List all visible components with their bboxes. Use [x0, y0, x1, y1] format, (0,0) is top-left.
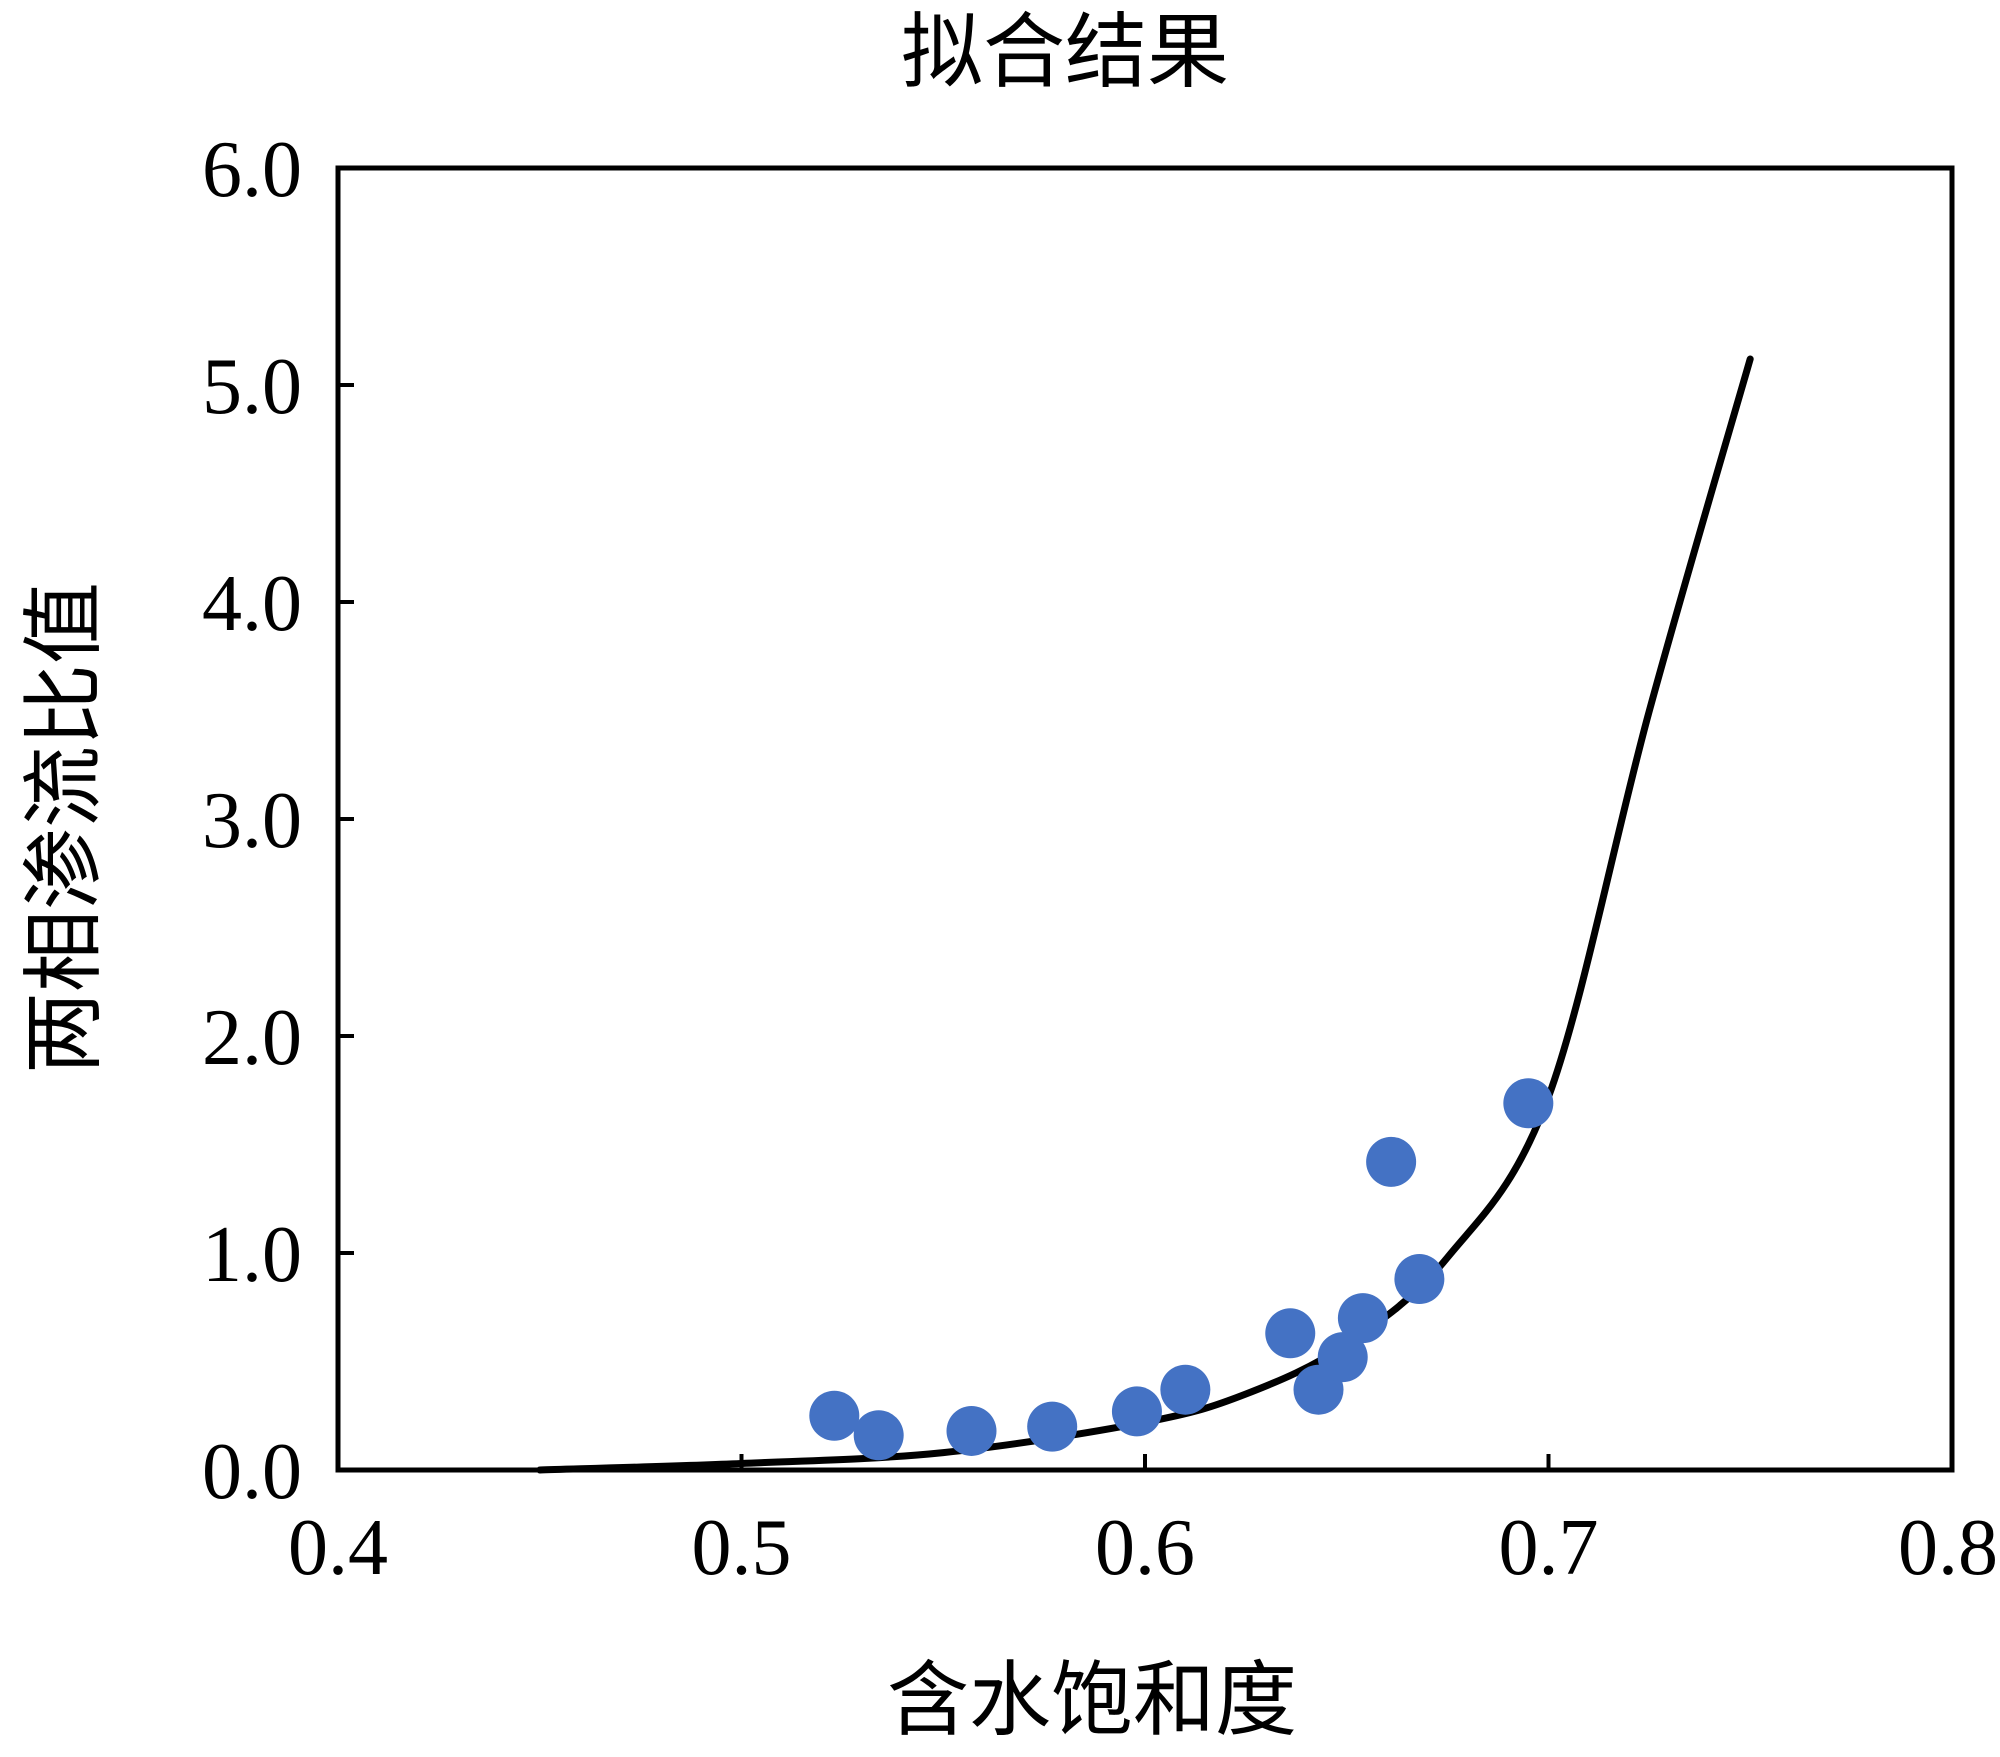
x-tick-label: 0.4 — [288, 1504, 388, 1592]
data-point — [853, 1410, 904, 1461]
data-point — [946, 1405, 997, 1456]
x-tick-label: 0.6 — [1095, 1504, 1195, 1592]
data-point — [1027, 1401, 1078, 1452]
y-tick-label: 4.0 — [202, 560, 302, 648]
x-axis-title: 含水饱和度 — [887, 1653, 1297, 1748]
y-tick-label: 1.0 — [202, 1211, 302, 1299]
data-point — [1317, 1332, 1368, 1383]
y-axis-title: 两相渗流比值 — [17, 582, 112, 1074]
data-point — [1503, 1078, 1554, 1129]
x-axis: 0.4 0.5 0.6 0.7 0.8 — [288, 1454, 1998, 1592]
y-tick-label: 2.0 — [202, 994, 302, 1082]
y-axis: 0.0 1.0 2.0 3.0 4.0 5.0 6.0 — [202, 126, 354, 1516]
y-tick-label: 3.0 — [202, 777, 302, 865]
chart-title: 拟合结果 — [901, 5, 1229, 100]
fit-curve-layer — [536, 355, 1754, 1474]
y-tick-label: 6.0 — [202, 126, 302, 214]
x-tick-label: 0.5 — [692, 1504, 792, 1592]
data-points-layer — [809, 1078, 1554, 1461]
data-point — [1337, 1293, 1388, 1344]
data-point — [1160, 1364, 1211, 1415]
data-point — [1265, 1308, 1316, 1359]
data-point — [1366, 1136, 1417, 1187]
data-point — [1394, 1254, 1445, 1305]
data-point — [809, 1390, 860, 1441]
x-tick-label: 0.7 — [1499, 1504, 1599, 1592]
fit-curve — [536, 355, 1754, 1474]
data-point — [1111, 1386, 1162, 1437]
y-tick-label: 5.0 — [202, 343, 302, 431]
plot-frame — [335, 165, 1955, 1473]
y-tick-label: 0.0 — [202, 1428, 302, 1516]
x-tick-label: 0.8 — [1898, 1504, 1998, 1592]
